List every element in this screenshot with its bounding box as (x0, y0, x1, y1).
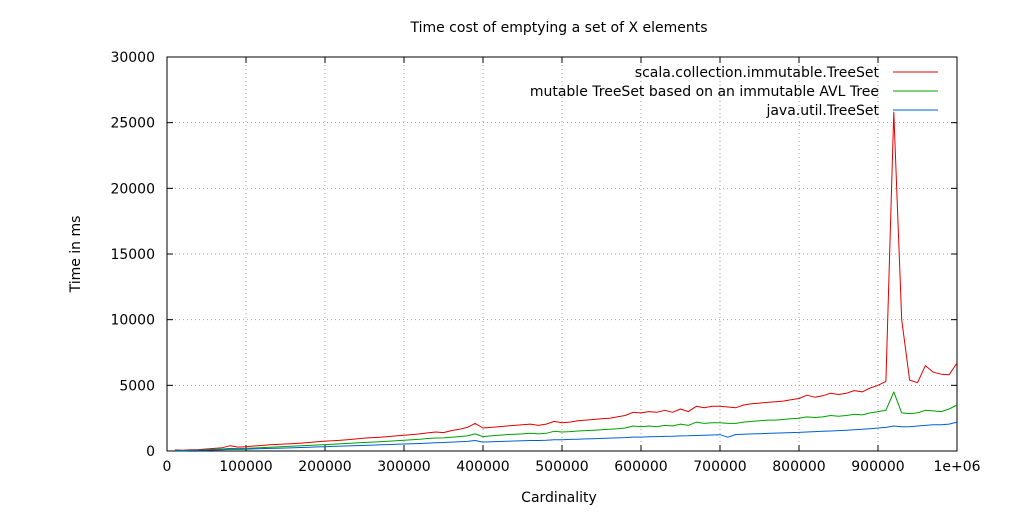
legend: scala.collection.immutable.TreeSet mutabl… (530, 65, 938, 119)
x-tick-label: 800000 (772, 459, 825, 475)
y-tick-label: 5000 (119, 378, 155, 394)
series-lines (174, 111, 958, 452)
y-tick-label: 20000 (110, 181, 155, 197)
x-tick-label: 400000 (456, 459, 509, 475)
y-tick-label: 15000 (110, 247, 155, 263)
x-tick-label: 0 (163, 459, 172, 475)
chart-title: Time cost of emptying a set of X element… (409, 20, 707, 36)
x-axis-ticks: 0 100000 200000 300000 400000 500000 600000 700… (163, 57, 981, 475)
x-tick-label: 300000 (377, 459, 430, 475)
series-line-1 (174, 391, 958, 451)
x-tick-label: 700000 (693, 459, 746, 475)
y-tick-label: 25000 (110, 116, 155, 132)
y-axis-label: Time in ms (68, 216, 84, 294)
series-line-2 (174, 421, 958, 452)
x-tick-label: 500000 (535, 459, 588, 475)
y-tick-label: 30000 (110, 50, 155, 66)
y-axis-ticks: 0 5000 10000 15000 20000 25000 30000 (110, 50, 957, 460)
y-tick-label: 10000 (110, 313, 155, 329)
legend-label-2: java.util.TreeSet (765, 103, 879, 119)
legend-label-1: mutable TreeSet based on an immutable AV… (530, 84, 879, 100)
grid-lines (167, 57, 957, 451)
x-axis-label: Cardinality (521, 490, 597, 506)
x-tick-label: 600000 (614, 459, 667, 475)
x-tick-label: 100000 (219, 459, 272, 475)
series-line-0 (174, 111, 958, 451)
legend-label-0: scala.collection.immutable.TreeSet (635, 65, 880, 81)
y-tick-label: 0 (146, 444, 155, 460)
x-tick-label: 200000 (298, 459, 351, 475)
x-tick-label: 1e+06 (933, 459, 980, 475)
x-tick-label: 900000 (851, 459, 904, 475)
